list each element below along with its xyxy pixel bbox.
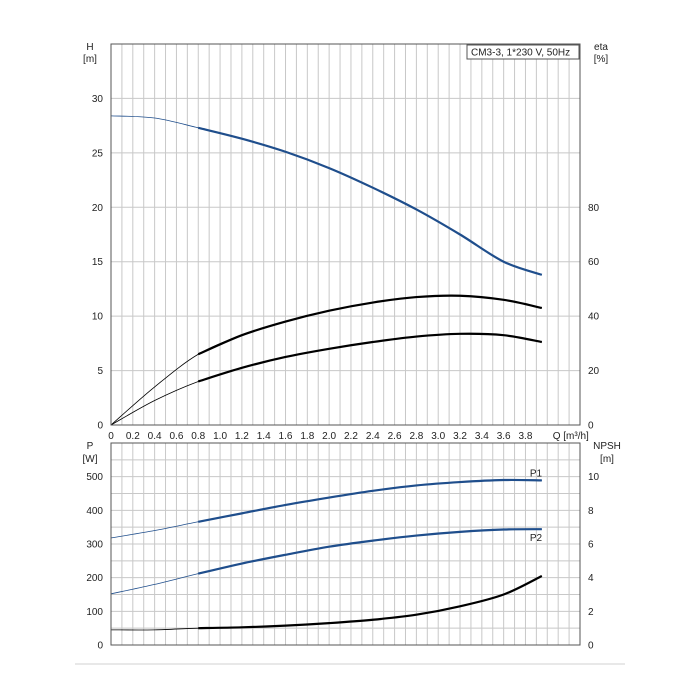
- q-axis-tick-label: 3.8: [519, 431, 533, 442]
- p-axis-tick-label: 200: [86, 573, 103, 584]
- npsh-axis-label: NPSH: [593, 441, 621, 452]
- h-axis-tick-label: 15: [92, 257, 104, 268]
- npsh-axis-unit: [m]: [600, 454, 614, 465]
- lower-series-0-operating-range: [198, 478, 542, 523]
- q-axis-tick-label: 1.2: [235, 431, 249, 442]
- q-axis-label: Q [m³/h]: [553, 431, 589, 442]
- q-axis-tick-label: 3.6: [497, 431, 511, 442]
- model-legend-text: CM3-3, 1*230 V, 50Hz: [471, 48, 570, 59]
- eta-axis-tick-label: 40: [588, 312, 600, 323]
- upper-series-2-operating-range: [197, 332, 543, 383]
- q-axis-tick-label: 1.6: [279, 431, 293, 442]
- p-axis-tick-label: 300: [86, 540, 103, 551]
- q-axis-tick-label: 2.4: [366, 431, 380, 442]
- q-axis-tick-label: 3.0: [431, 431, 445, 442]
- h-axis-tick-label: 10: [92, 312, 104, 323]
- h-axis-tick-label: 25: [92, 148, 104, 159]
- q-axis-tick-label: 2.6: [388, 431, 402, 442]
- p-axis-tick-label: 500: [86, 472, 103, 483]
- model-legend: CM3-3, 1*230 V, 50Hz: [466, 44, 580, 60]
- q-axis-tick-label: 2.8: [409, 431, 423, 442]
- lower-series-2-operating-range: [198, 574, 543, 630]
- h-axis-tick-label: 30: [92, 94, 104, 105]
- p-axis-tick-label: 400: [86, 506, 103, 517]
- lower-plot-frame: [110, 442, 581, 646]
- h-axis-label: H: [86, 42, 93, 53]
- q-axis-tick-label: 0.4: [148, 431, 162, 442]
- eta-axis-tick-label: 80: [588, 203, 600, 214]
- model-legend-box: [466, 44, 580, 60]
- eta-axis-tick-label: 20: [588, 366, 600, 377]
- q-axis-tick-label: 0: [108, 431, 114, 442]
- npsh-axis-tick-label: 0: [588, 641, 594, 652]
- q-axis-tick-label: 1.8: [300, 431, 314, 442]
- p-axis-unit: [W]: [83, 454, 98, 465]
- h-axis-tick-label: 5: [97, 366, 103, 377]
- q-axis-tick-label: 0.6: [169, 431, 183, 442]
- npsh-axis-tick-label: 4: [588, 573, 594, 584]
- eta-axis-label: eta: [594, 42, 608, 53]
- upper-plot-grid: [111, 44, 580, 425]
- q-axis-tick-label: 1.4: [257, 431, 271, 442]
- p-axis-tick-label: 0: [97, 641, 103, 652]
- q-axis-tick-label: 1.0: [213, 431, 227, 442]
- npsh-axis-tick-label: 10: [588, 472, 600, 483]
- h-axis-unit: [m]: [83, 54, 97, 65]
- series-label-p2: P2: [530, 533, 543, 544]
- npsh-axis-tick-label: 2: [588, 607, 594, 618]
- p-axis-tick-label: 100: [86, 607, 103, 618]
- npsh-axis-tick-label: 6: [588, 540, 594, 551]
- p-axis-label: P: [87, 441, 94, 452]
- npsh-axis-tick-label: 8: [588, 506, 594, 517]
- q-axis-tick-label: 2.0: [322, 431, 336, 442]
- q-axis-tick-label: 2.2: [344, 431, 358, 442]
- eta-axis-tick-label: 0: [588, 421, 594, 432]
- q-axis-tick-label: 0.2: [126, 431, 140, 442]
- upper-series-1-operating-range: [197, 294, 543, 356]
- q-axis-tick-label: 3.4: [475, 431, 489, 442]
- lower-plot-series: [110, 478, 543, 631]
- h-axis-tick-label: 20: [92, 203, 104, 214]
- upper-plot-frame: [110, 43, 581, 426]
- q-axis-tick-label: 0.8: [191, 431, 205, 442]
- upper-plot-series: [110, 115, 543, 426]
- lower-series-1-operating-range: [198, 528, 542, 575]
- lower-plot-grid: [111, 443, 580, 645]
- eta-axis-unit: [%]: [594, 54, 609, 65]
- q-axis-tick-label: 3.2: [453, 431, 467, 442]
- upper-series-0-operating-range: [197, 126, 543, 276]
- h-axis-tick-label: 0: [97, 421, 103, 432]
- eta-axis-tick-label: 60: [588, 257, 600, 268]
- series-label-p1: P1: [530, 468, 543, 479]
